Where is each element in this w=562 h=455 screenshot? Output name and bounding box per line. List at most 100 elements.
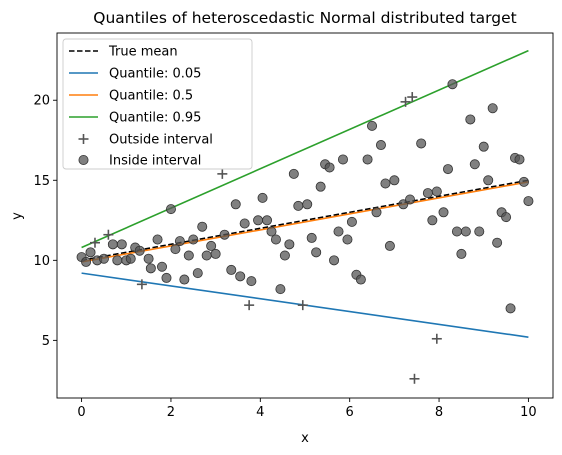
y-tick-label-2: 15 [33,174,50,189]
inside-point-11 [134,245,145,256]
outside-point-7 [407,92,418,103]
inside-point-46 [311,247,322,258]
x-tick-label-5: 10 [520,405,537,420]
inside-point-81 [487,103,498,114]
inside-point-17 [165,204,176,215]
inside-point-68 [427,215,438,226]
legend-label-outside: Outside interval [109,133,213,148]
series-line-0 [81,179,529,262]
inside-point-52 [337,154,348,165]
inside-point-29 [226,264,237,275]
x-tick-label-0: 0 [77,405,85,420]
legend-label-inside: Inside interval [109,154,201,169]
inside-point-50 [329,255,340,266]
inside-point-15 [157,261,168,272]
inside-point-36 [262,215,273,226]
inside-point-87 [514,154,525,165]
x-tick-label-2: 4 [256,405,264,420]
inside-point-82 [492,237,503,248]
legend-label-true-mean: True mean [108,45,178,60]
inside-point-63 [389,175,400,186]
inside-point-5 [107,239,118,250]
outside-point-0 [89,237,100,248]
inside-point-77 [469,159,480,170]
outside-point-3 [217,168,228,179]
inside-point-59 [371,207,382,218]
y-tick-label-3: 20 [33,94,50,109]
chart-title: Quantiles of heteroscedastic Normal dist… [93,9,516,27]
inside-point-69 [431,186,442,197]
inside-point-6 [112,255,123,266]
outside-point-6 [400,96,411,107]
inside-point-45 [306,232,317,243]
y-tick-label-1: 10 [33,254,50,269]
legend-label-quantile-05: Quantile: 0.5 [109,89,193,104]
inside-point-88 [518,176,529,187]
inside-point-44 [302,199,313,210]
inside-point-43 [293,200,304,211]
inside-point-85 [505,303,516,314]
inside-point-2 [85,247,96,258]
inside-point-53 [342,234,353,245]
inside-point-21 [183,250,194,261]
outside-point-8 [431,333,442,344]
inside-point-19 [174,236,185,247]
inside-point-32 [239,218,250,229]
inside-point-18 [170,244,181,255]
outside-point-2 [136,279,147,290]
inside-point-23 [192,268,203,279]
x-axis-label: x [301,431,309,446]
inside-point-34 [253,215,264,226]
legend-swatch-inside [78,154,89,165]
inside-point-74 [456,248,467,259]
inside-point-47 [315,181,326,192]
y-axis-label: y [10,212,25,220]
inside-point-84 [501,212,512,223]
inside-point-7 [116,239,127,250]
inside-point-42 [288,168,299,179]
inside-point-26 [206,240,217,251]
legend-label-quantile-005: Quantile: 0.05 [109,67,201,82]
inside-point-71 [442,164,453,175]
inside-point-65 [405,194,416,205]
inside-point-14 [152,234,163,245]
inside-point-41 [284,239,295,250]
inside-point-30 [230,199,241,210]
x-axis-ticks: 0 2 4 6 8 10 [77,398,537,420]
y-tick-label-0: 5 [42,334,50,349]
inside-point-67 [422,188,433,199]
inside-point-39 [275,284,286,295]
legend: True mean Quantile: 0.05 Quantile: 0.5 Q… [62,38,253,170]
inside-point-22 [188,234,199,245]
outside-point-4 [244,300,255,311]
inside-point-64 [398,199,409,210]
outside-point-9 [409,373,420,384]
inside-point-80 [483,175,494,186]
plot-frame [56,32,554,399]
inside-point-40 [279,250,290,261]
inside-point-79 [478,141,489,152]
inside-point-16 [161,272,172,283]
x-tick-label-4: 8 [435,405,443,420]
outside-point-5 [297,300,308,311]
inside-point-70 [438,207,449,218]
inside-point-72 [447,79,458,90]
inside-point-56 [355,274,366,285]
inside-point-78 [474,226,485,237]
inside-point-66 [416,138,427,149]
inside-point-1 [81,256,92,267]
inside-point-73 [451,226,462,237]
inside-point-12 [143,253,154,264]
legend-swatch-outside [78,134,89,144]
inside-points-layer [76,79,534,314]
inside-point-49 [324,162,335,173]
y-axis-ticks: 5 10 15 20 [33,94,57,349]
inside-point-9 [125,253,136,264]
inside-point-62 [384,240,395,251]
inside-point-54 [346,216,357,227]
inside-point-75 [460,226,471,237]
inside-point-60 [375,140,386,151]
inside-point-24 [197,221,208,232]
outside-points-layer [89,92,442,384]
inside-point-37 [266,226,277,237]
